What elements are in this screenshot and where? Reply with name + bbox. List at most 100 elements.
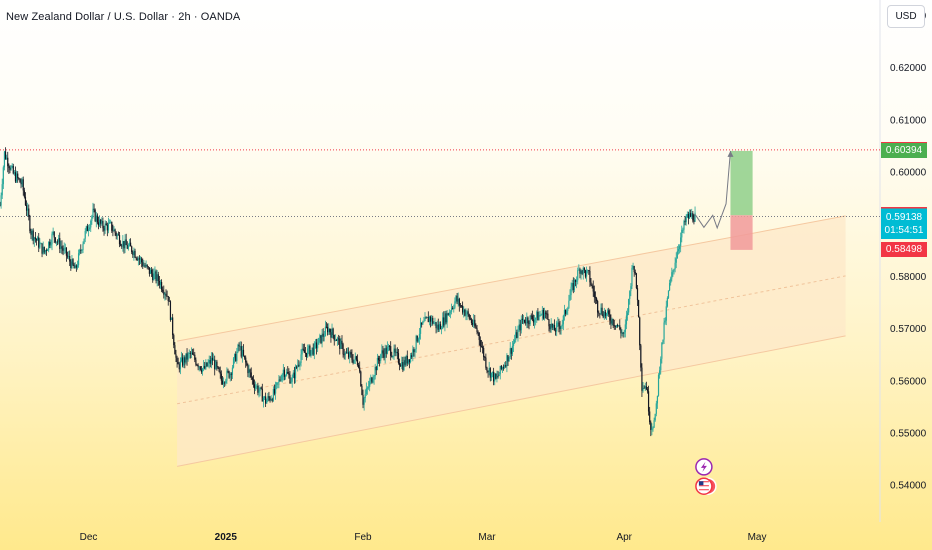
candle-body xyxy=(439,324,442,330)
candle-body xyxy=(431,317,433,322)
candle-body xyxy=(423,321,425,322)
candle-body xyxy=(629,291,631,299)
flash-event-icon[interactable] xyxy=(695,458,713,476)
candle-body xyxy=(428,316,431,323)
candle-body xyxy=(359,367,361,372)
candle-body xyxy=(80,249,82,251)
candle-body xyxy=(609,314,611,321)
candle-body xyxy=(164,293,166,295)
candle-body xyxy=(291,377,293,382)
candle-body xyxy=(311,347,313,351)
currency-button[interactable]: USD xyxy=(887,5,925,28)
candle-body xyxy=(657,374,660,396)
candle-body xyxy=(203,365,205,369)
candle-body xyxy=(114,229,116,233)
candle-body xyxy=(195,359,197,365)
candle-body xyxy=(226,370,228,381)
candle-body xyxy=(135,257,137,259)
candle-body xyxy=(676,251,678,259)
candle-body xyxy=(309,345,311,356)
candle-body xyxy=(323,336,325,337)
candle-body xyxy=(85,226,87,232)
candle-body xyxy=(353,359,355,363)
candle-body xyxy=(216,361,218,367)
candle-body xyxy=(183,357,185,366)
candle-body xyxy=(418,333,421,339)
candle-body xyxy=(562,315,564,325)
candle-body xyxy=(69,256,71,262)
candle-body xyxy=(172,317,174,336)
candle-body xyxy=(374,366,376,377)
candle-body xyxy=(614,325,616,327)
candle-body xyxy=(593,291,595,298)
candle-body xyxy=(664,320,666,323)
candle-body xyxy=(583,267,585,271)
candle-body xyxy=(590,282,592,286)
candle-body xyxy=(355,356,357,360)
candle-body xyxy=(165,293,167,296)
candle-body xyxy=(310,350,312,356)
candle-body xyxy=(373,376,375,380)
candle-body xyxy=(333,335,335,341)
candle-body xyxy=(231,367,234,375)
candle-body xyxy=(205,362,207,369)
candle-body xyxy=(256,385,258,387)
candle-body xyxy=(400,365,402,367)
candle-body xyxy=(485,357,487,368)
candle-body xyxy=(671,272,673,279)
candle-body xyxy=(444,313,446,326)
candle-body xyxy=(30,231,32,235)
candle-body xyxy=(638,300,640,318)
candle-body xyxy=(449,311,452,313)
candle-body xyxy=(37,237,39,241)
candle-body xyxy=(227,370,229,372)
candle-body xyxy=(421,322,423,325)
candle-body xyxy=(354,356,356,360)
candle-body xyxy=(601,307,603,315)
candle-body xyxy=(322,333,324,337)
candle-body xyxy=(299,362,301,365)
candle-body xyxy=(620,329,622,334)
candle-body xyxy=(105,223,107,226)
candle-body xyxy=(560,326,562,330)
candle-body xyxy=(446,313,448,323)
y-tick-label: 0.58000 xyxy=(890,272,927,283)
candle-body xyxy=(305,352,308,357)
candle-body xyxy=(32,230,34,241)
candle-body xyxy=(694,212,696,222)
candle-body xyxy=(356,359,359,366)
y-tick-label: 0.55000 xyxy=(890,428,927,439)
us-flag-event-icon[interactable] xyxy=(695,477,717,495)
candle-body xyxy=(124,239,126,249)
candle-body xyxy=(464,309,466,316)
candle-body xyxy=(184,357,186,363)
candle-body xyxy=(54,237,56,243)
candle-body xyxy=(489,368,491,378)
candle-body xyxy=(59,238,61,249)
candle-body xyxy=(548,319,550,327)
candle-body xyxy=(39,243,41,248)
candle-body xyxy=(324,326,326,337)
candle-body xyxy=(260,387,262,389)
candle-body xyxy=(17,173,19,179)
candle-body xyxy=(484,357,486,358)
candle-body xyxy=(339,338,341,349)
candle-body xyxy=(397,353,400,363)
candle-body xyxy=(185,353,187,363)
candle-body xyxy=(122,241,124,247)
candle-body xyxy=(247,365,249,374)
candle-body xyxy=(191,352,194,355)
x-tick-label: Apr xyxy=(616,532,632,543)
candle-body xyxy=(120,244,122,246)
candle-body xyxy=(149,269,152,274)
candle-body xyxy=(592,285,594,292)
candle-body xyxy=(569,295,571,301)
candle-body xyxy=(422,321,424,325)
candle-body xyxy=(396,351,398,354)
candle-body xyxy=(595,298,598,301)
candle-body xyxy=(445,313,447,323)
candle-body xyxy=(51,233,53,245)
candle-body xyxy=(390,346,392,356)
candle-body xyxy=(608,310,610,315)
